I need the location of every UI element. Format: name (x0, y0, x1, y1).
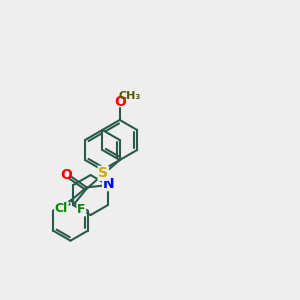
Text: S: S (98, 166, 108, 180)
Text: Cl: Cl (55, 202, 68, 215)
Text: N: N (103, 177, 114, 190)
Text: O: O (60, 168, 72, 182)
Text: O: O (114, 95, 126, 109)
Text: CH₃: CH₃ (118, 92, 140, 101)
Text: F: F (77, 203, 86, 216)
